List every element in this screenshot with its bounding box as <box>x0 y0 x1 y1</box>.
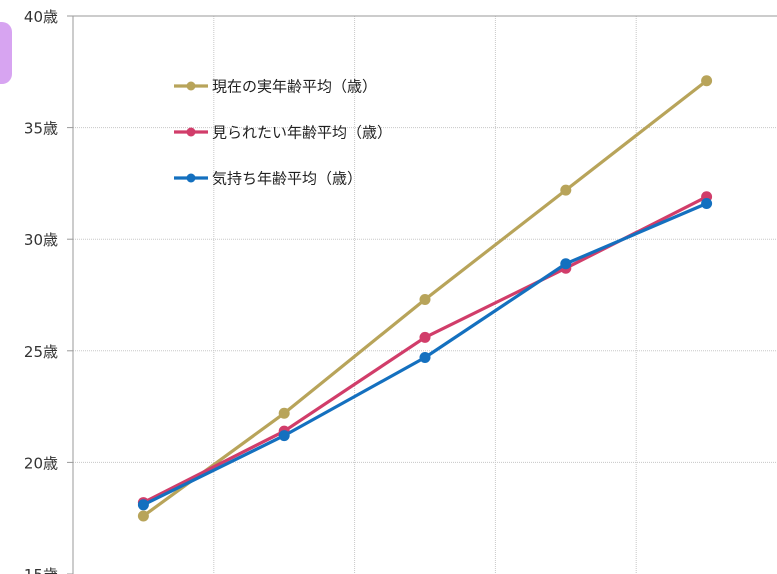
data-point-series-3[interactable] <box>137 499 149 511</box>
data-point-series-3[interactable] <box>560 258 572 270</box>
legend-swatch-marker <box>186 127 196 137</box>
legend: 現在の実年齢平均（歳） 見られたい年齢平均（歳） 気持ち年齢平均（歳） <box>174 78 392 188</box>
legend-swatch-marker <box>186 173 196 183</box>
data-point-series-3[interactable] <box>701 197 713 209</box>
y-tick-label: 20歳 <box>24 454 58 472</box>
y-tick-label: 35歳 <box>24 120 58 138</box>
legend-label[interactable]: 見られたい年齢平均（歳） <box>212 124 392 142</box>
legend-label[interactable]: 気持ち年齢平均（歳） <box>212 170 362 188</box>
data-point-series-3[interactable] <box>278 430 290 442</box>
y-tick-label: 40歳 <box>24 8 58 26</box>
series-line-2 <box>142 195 708 505</box>
data-point-series-3[interactable] <box>419 351 431 363</box>
y-tick-label: 25歳 <box>24 343 58 361</box>
legend-swatch-marker <box>186 81 196 91</box>
axes: 40歳 35歳 30歳 25歳 20歳 15歳 <box>24 8 777 574</box>
y-tick-label: 30歳 <box>24 231 58 249</box>
data-point-series-1[interactable] <box>278 407 290 419</box>
data-point-series-2[interactable] <box>419 331 431 343</box>
data-point-series-1[interactable] <box>419 293 431 305</box>
side-tab[interactable] <box>0 22 12 84</box>
data-point-series-1[interactable] <box>701 75 713 87</box>
y-tick-label: 15歳 <box>24 566 58 574</box>
data-point-series-1[interactable] <box>137 510 149 522</box>
data-point-series-1[interactable] <box>560 184 572 196</box>
legend-label[interactable]: 現在の実年齢平均（歳） <box>212 78 377 96</box>
series-lines <box>137 75 713 522</box>
